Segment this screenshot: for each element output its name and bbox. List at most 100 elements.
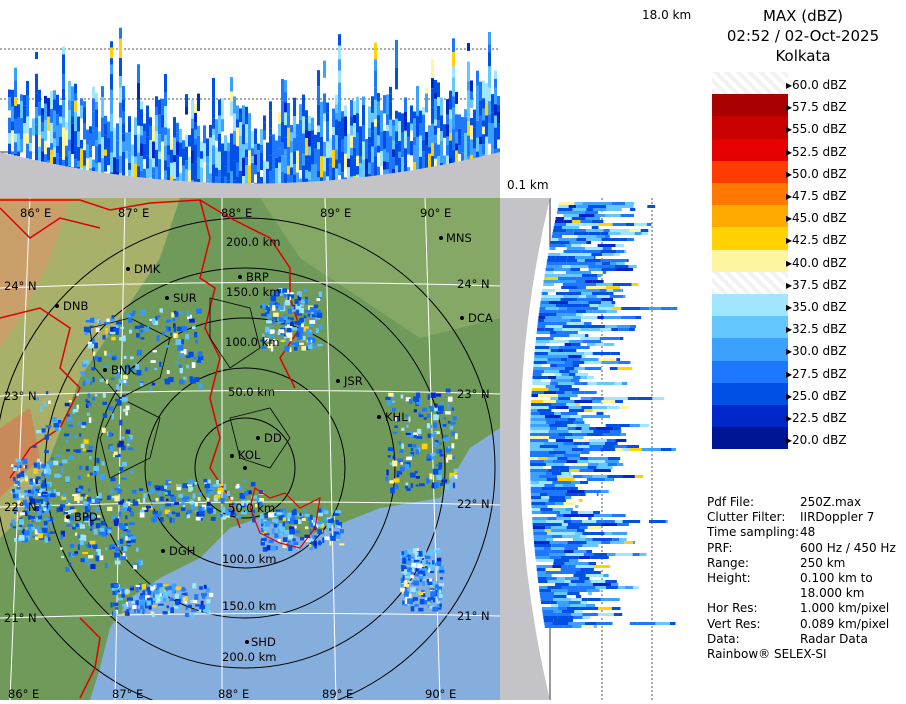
- top-profile-cell: [452, 66, 455, 77]
- echo-cell: [388, 455, 391, 458]
- top-profile-cell: [293, 98, 296, 117]
- right-profile-cell: [560, 511, 571, 514]
- radar-map[interactable]: 86° E 87° E 88° E 89° E 90° E 86° E 87° …: [0, 198, 500, 700]
- top-profile-cell: [353, 101, 356, 115]
- top-profile-cell: [377, 153, 380, 167]
- right-profile-cell: [530, 439, 548, 442]
- right-profile-cell: [563, 349, 576, 352]
- right-profile-cell: [601, 385, 611, 388]
- top-profile-cell: [428, 138, 431, 147]
- right-profile-cell: [564, 220, 572, 223]
- right-profile-cell: [546, 268, 555, 271]
- echo-cell: [317, 522, 323, 524]
- top-profile-cell: [203, 143, 206, 162]
- top-profile-cell: [23, 134, 26, 154]
- top-profile-cell: [239, 122, 242, 135]
- echo-cell: [411, 448, 413, 451]
- top-profile-cell: [467, 108, 470, 121]
- right-profile-cell: [568, 622, 584, 625]
- right-profile-cell: [578, 286, 586, 289]
- top-profile-cell: [68, 166, 71, 167]
- echo-cell: [436, 601, 440, 603]
- top-profile-cell: [404, 97, 407, 112]
- right-profile-cell: [589, 439, 607, 442]
- top-profile-cell: [254, 144, 257, 154]
- right-profile-cell: [571, 520, 582, 523]
- right-profile-cell: [582, 532, 595, 535]
- top-profile-cell: [386, 94, 389, 108]
- echo-cell: [47, 532, 49, 537]
- echo-cell: [14, 538, 17, 542]
- top-profile-cell: [86, 130, 89, 138]
- echo-cell: [428, 394, 431, 399]
- right-profile-cell: [544, 484, 554, 487]
- echo-cell: [151, 500, 157, 502]
- info-value: 600 Hz / 450 Hz: [800, 541, 896, 555]
- right-profile-cell: [601, 400, 615, 403]
- right-profile-cell: [534, 538, 547, 541]
- right-profile-cell: [562, 235, 578, 238]
- right-profile-cell: [595, 262, 602, 265]
- right-profile-cell: [588, 562, 596, 565]
- echo-cell: [150, 488, 155, 492]
- echo-cell: [290, 321, 294, 326]
- top-profile-cell: [392, 120, 395, 126]
- right-profile-cell: [592, 220, 604, 223]
- right-profile-cell: [615, 382, 622, 385]
- top-profile-cell: [380, 110, 383, 124]
- echo-cell: [152, 383, 155, 386]
- top-profile-cell: [413, 118, 416, 136]
- echo-cell: [74, 495, 80, 501]
- echo-cell: [314, 305, 318, 309]
- top-profile-cell: [23, 123, 26, 133]
- top-profile-cell: [488, 144, 491, 155]
- echo-cell: [403, 575, 405, 581]
- legend-label: ▸20.0 dBZ: [786, 433, 847, 447]
- echo-cell: [287, 294, 289, 300]
- echo-cell: [302, 518, 306, 521]
- echo-cell: [144, 327, 149, 332]
- top-profile-cell: [407, 137, 410, 155]
- echo-cell: [86, 466, 89, 471]
- top-profile-cell: [260, 145, 263, 153]
- right-profile-cell: [610, 259, 627, 262]
- right-profile-cell: [569, 334, 585, 337]
- right-profile-cell: [558, 478, 575, 481]
- echo-cell: [454, 469, 458, 471]
- right-profile-cell: [559, 202, 574, 205]
- echo-cell: [60, 547, 62, 550]
- right-profile-cell: [616, 358, 620, 361]
- right-profile-cell: [585, 334, 588, 337]
- top-profile-cell: [407, 122, 410, 137]
- right-profile-cell: [571, 325, 585, 328]
- right-profile-cell: [556, 400, 574, 403]
- top-profile-cell: [380, 132, 383, 151]
- top-profile-cell: [416, 116, 419, 137]
- top-profile-cell: [119, 39, 122, 58]
- echo-cell: [439, 583, 444, 586]
- right-profile-cell: [536, 559, 554, 562]
- echo-cell: [154, 589, 160, 594]
- right-profile-cell: [635, 316, 641, 319]
- right-profile-cell: [550, 244, 565, 247]
- right-profile-cell: [557, 331, 564, 334]
- echo-cell: [158, 604, 163, 606]
- echo-cell: [316, 328, 319, 333]
- top-profile-cell: [191, 100, 194, 119]
- top-profile-cell: [296, 136, 299, 151]
- echo-cell: [103, 335, 106, 340]
- top-profile-cell: [119, 76, 122, 88]
- right-profile-cell: [592, 280, 603, 283]
- top-profile-cell: [377, 167, 380, 175]
- top-profile-cell: [20, 101, 23, 118]
- echo-cell: [189, 319, 195, 323]
- top-profile-cell: [215, 141, 218, 147]
- echo-cell: [199, 512, 204, 517]
- right-profile-cell: [613, 289, 622, 292]
- top-profile-cell: [305, 138, 308, 155]
- top-profile-cell: [215, 168, 218, 176]
- top-profile-cell: [173, 117, 176, 138]
- echo-cell: [122, 397, 128, 402]
- echo-cell: [94, 356, 98, 361]
- right-profile-cell: [555, 406, 568, 409]
